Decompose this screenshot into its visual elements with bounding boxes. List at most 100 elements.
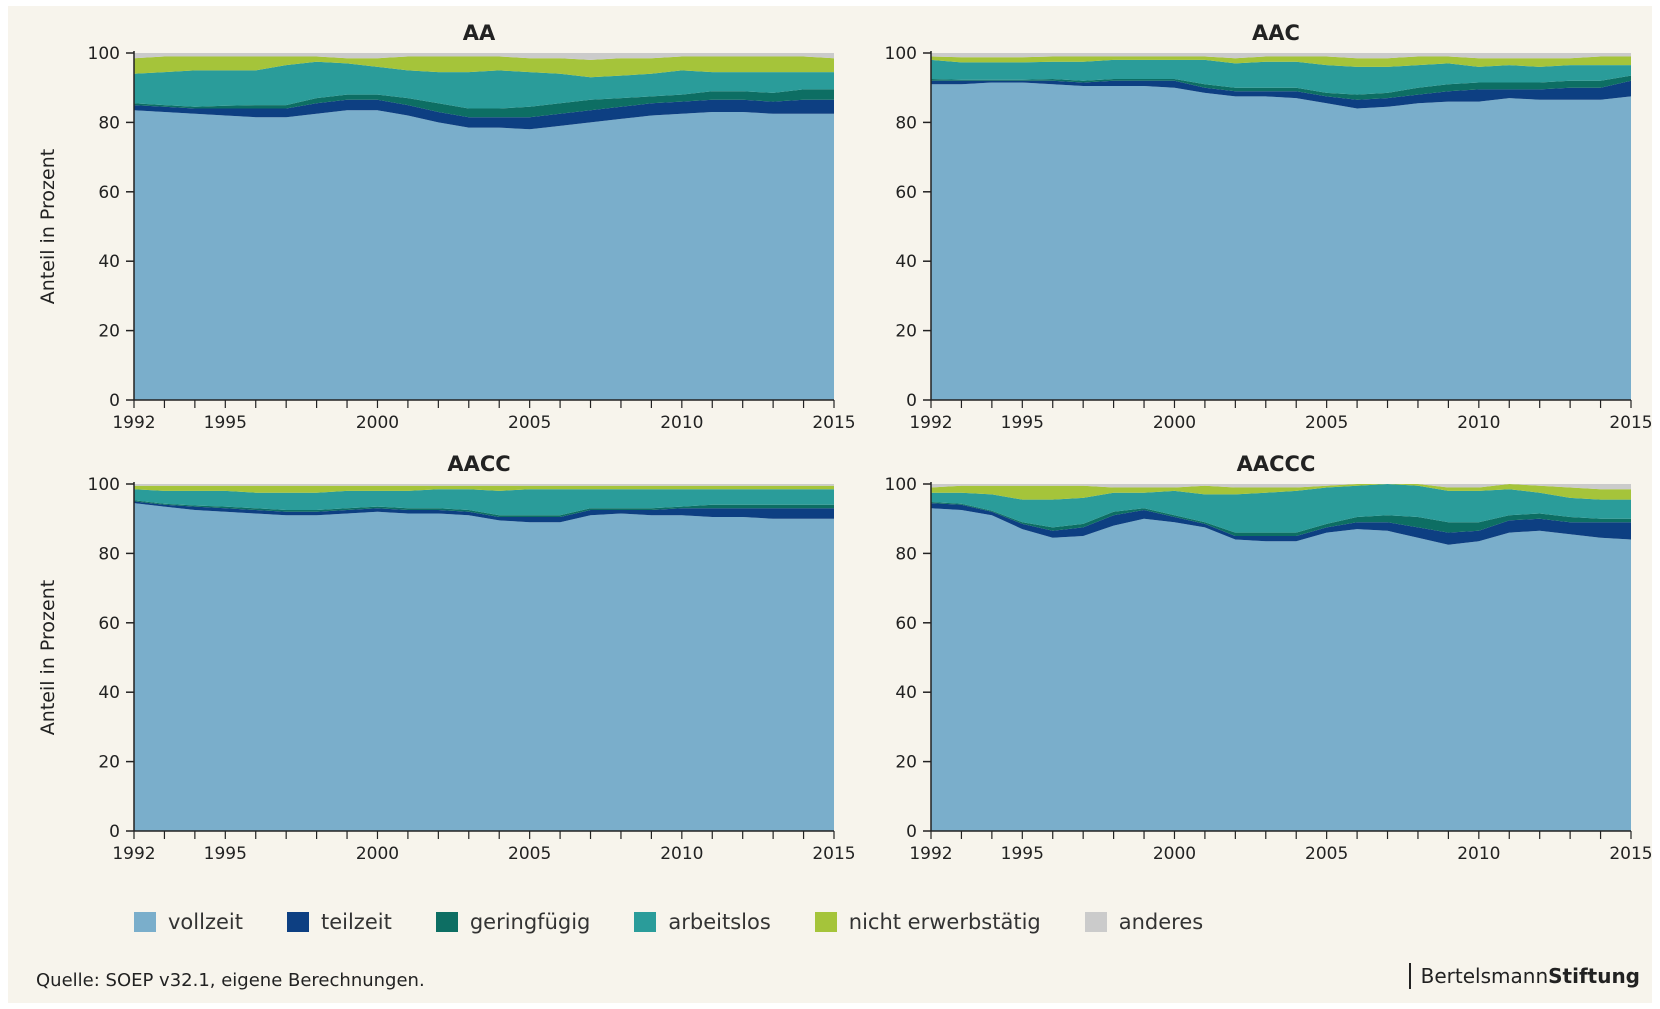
legend-swatch-geringfuegig [435,912,458,932]
area-nicht-erwerbstaetig [931,56,1631,67]
x-tick-label: 1992 [112,844,155,864]
panel-title: AACC [447,452,510,476]
legend-swatch-vollzeit [134,912,156,932]
legend-label-teilzeit: teilzeit [320,910,392,934]
y-tick-label: 0 [109,391,120,411]
y-tick-label: 80 [98,113,120,133]
brand-name-part2: Stiftung [1548,964,1640,988]
area-nicht-erwerbstaetig [134,485,834,493]
y-tick-label: 40 [98,683,120,703]
y-tick-label: 80 [895,544,917,564]
legend-swatch-arbeitslos [634,912,657,932]
area-nicht-erwerbstaetig [931,484,1631,500]
area-vollzeit [931,82,1631,400]
area-teilzeit [931,503,1631,545]
brand-logo: BertelsmannStiftung [1408,963,1640,989]
y-tick-label: 20 [895,322,917,342]
panel-title: AAC [1252,21,1300,45]
area-teilzeit [134,99,834,130]
panel-aac: 0 20 40 60 80 100 1992 1995 2000 2005 2010 2015 AAC [885,21,1653,433]
legend-item-arbeitslos: arbeitslos [634,910,771,934]
legend-label-geringfuegig: geringfügig [469,910,591,934]
legend-label-arbeitslos: arbeitslos [668,910,771,934]
area-vollzeit [931,508,1631,831]
y-tick-label: 0 [109,822,120,842]
y-tick-label: 40 [895,683,917,703]
x-tick-label: 2015 [812,844,855,864]
area-vollzeit [134,110,834,401]
source-note: Quelle: SOEP v32.1, eigene Berechnungen. [36,970,425,991]
legend-label-vollzeit: vollzeit [168,910,243,934]
x-tick-label: 2010 [1457,844,1500,864]
area-geringfuegig [134,500,834,517]
panel-title: AA [463,21,496,45]
panel-title: AACCC [1237,452,1316,476]
area-arbeitslos [134,489,834,516]
brand-name-part1: Bertelsmann [1420,964,1549,988]
x-tick-label: 2000 [1153,413,1196,433]
x-tick-label: 2010 [660,413,703,433]
x-tick-label: 2010 [1457,413,1500,433]
legend-item-teilzeit: teilzeit [286,910,392,934]
panel-aaccc: 0 20 40 60 80 100 1992 1995 2000 2005 2010 2015 AACC… [885,452,1653,864]
x-tick-label: 2005 [1305,413,1348,433]
x-tick-label: 2000 [356,844,399,864]
area-teilzeit [931,80,1631,109]
legend: vollzeit teilzeit geringfügig arbeitslos… [134,910,1247,934]
y-tick-label: 40 [98,252,120,272]
area-anderes [134,53,834,60]
x-tick-label: 2000 [1153,844,1196,864]
y-tick-label: 60 [895,614,917,634]
legend-label-nicht-erwerbstaetig: nicht erwerbstätig [848,910,1041,934]
legend-item-vollzeit: vollzeit [134,910,243,934]
y-tick-label: 0 [906,391,917,411]
x-tick-label: 2010 [660,844,703,864]
area-vollzeit [134,503,834,831]
x-tick-label: 2015 [1609,413,1652,433]
x-tick-label: 2015 [1609,844,1652,864]
legend-swatch-nicht-erwerbstaetig [814,912,837,932]
y-tick-label: 60 [98,183,120,203]
legend-swatch-teilzeit [286,912,309,932]
y-tick-label: 60 [895,183,917,203]
x-tick-label: 2005 [1305,844,1348,864]
x-tick-label: 1995 [204,844,247,864]
y-tick-label: 100 [885,44,917,64]
y-tick-label: 80 [895,113,917,133]
area-nicht-erwerbstaetig [134,56,834,78]
y-tick-label: 100 [885,475,917,495]
y-tick-label: 100 [88,44,120,64]
legend-swatch-anderes [1084,912,1107,932]
panel-aacc: 0 20 40 60 80 100 1992 1995 2000 2005 2010 2015 AACC… [37,452,856,864]
area-anderes [931,53,1631,59]
legend-item-geringfuegig: geringfügig [435,910,591,934]
x-tick-label: 1995 [1001,844,1044,864]
legend-item-nicht-erwerbstaetig: nicht erwerbstätig [814,910,1041,934]
area-teilzeit [134,501,834,523]
y-tick-label: 60 [98,614,120,634]
y-tick-label: 20 [895,753,917,773]
y-tick-label: 80 [98,544,120,564]
y-axis-title: Anteil in Prozent [37,149,59,304]
area-geringfuegig [931,502,1631,536]
area-arbeitslos [931,59,1631,95]
area-geringfuegig [134,89,834,118]
x-tick-label: 2005 [508,413,551,433]
area-anderes [134,484,834,486]
x-tick-label: 1992 [909,413,952,433]
x-tick-label: 1995 [1001,413,1044,433]
area-arbeitslos [134,61,834,109]
x-tick-label: 2005 [508,844,551,864]
legend-label-anderes: anderes [1118,910,1204,934]
y-tick-label: 20 [98,322,120,342]
y-tick-label: 40 [895,252,917,272]
x-tick-label: 2015 [812,413,855,433]
y-axis-title: Anteil in Prozent [37,580,59,735]
legend-item-anderes: anderes [1084,910,1204,934]
panel-aa: 0 20 40 60 80 100 1992 1995 2000 2005 2010 2015 AA An… [37,21,856,433]
x-tick-label: 1992 [112,413,155,433]
x-tick-label: 2000 [356,413,399,433]
y-tick-label: 100 [88,475,120,495]
x-tick-label: 1992 [909,844,952,864]
